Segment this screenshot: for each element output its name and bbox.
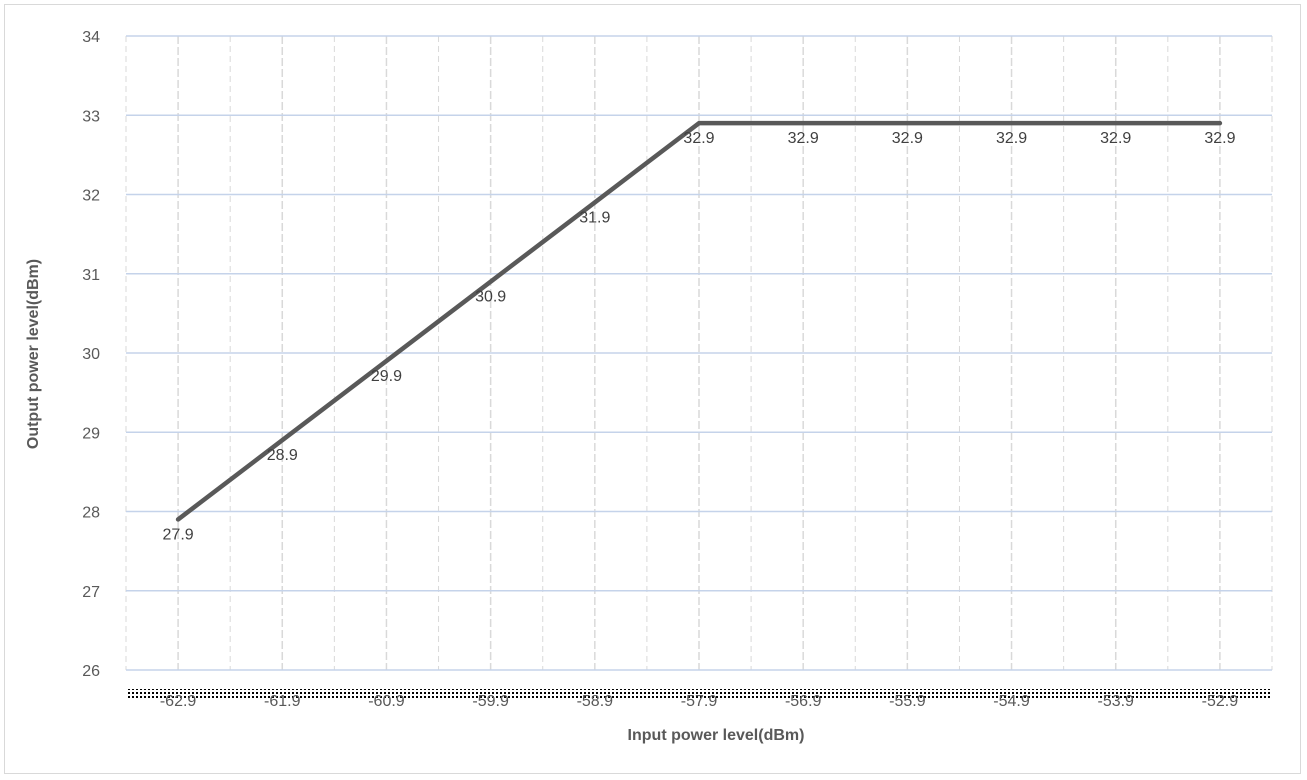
chart-frame bbox=[4, 4, 1301, 774]
data-label: 32.9 bbox=[788, 130, 819, 147]
data-labels: 27.9 28.9 29.9 30.9 31.9 32.9 32.9 32.9 32.9 32.9… bbox=[163, 130, 1236, 543]
y-tick-label: 30 bbox=[82, 346, 100, 363]
y-tick-label: 33 bbox=[82, 108, 100, 125]
x-tick-label: -52.9 bbox=[1202, 693, 1239, 710]
data-label: 32.9 bbox=[1100, 130, 1131, 147]
x-tick-label: -62.9 bbox=[160, 693, 197, 710]
y-axis-title: Output power level(dBm) bbox=[25, 259, 42, 449]
data-label: 32.9 bbox=[683, 130, 714, 147]
data-label: 28.9 bbox=[267, 447, 298, 464]
x-tick-label: -54.9 bbox=[993, 693, 1030, 710]
data-label: 32.9 bbox=[892, 130, 923, 147]
x-tick-label: -55.9 bbox=[889, 693, 926, 710]
data-label: 30.9 bbox=[475, 289, 506, 306]
data-label: 27.9 bbox=[163, 526, 194, 543]
y-tick-label: 31 bbox=[82, 267, 100, 284]
x-tick-label: -53.9 bbox=[1097, 693, 1134, 710]
x-tick-label: -57.9 bbox=[681, 693, 718, 710]
data-label: 32.9 bbox=[1204, 130, 1235, 147]
x-tick-label: -59.9 bbox=[472, 693, 509, 710]
x-axis-tick-labels: -62.9 -61.9 -60.9 -59.9 -58.9 -57.9 -56.9 -55.9… bbox=[160, 693, 1238, 710]
data-label: 31.9 bbox=[579, 209, 610, 226]
series-output-power bbox=[175, 120, 1223, 522]
data-label: 29.9 bbox=[371, 368, 402, 385]
x-tick-label: -56.9 bbox=[785, 693, 822, 710]
y-tick-label: 34 bbox=[82, 29, 100, 46]
vertical-gridlines bbox=[125, 36, 1273, 670]
x-tick-label: -58.9 bbox=[577, 693, 614, 710]
y-tick-label: 29 bbox=[82, 425, 100, 442]
y-tick-label: 27 bbox=[82, 584, 100, 601]
y-tick-label: 26 bbox=[82, 663, 100, 680]
x-tick-label: -61.9 bbox=[264, 693, 301, 710]
x-axis-title: Input power level(dBm) bbox=[628, 727, 805, 744]
horizontal-gridlines bbox=[126, 35, 1272, 671]
y-axis-tick-labels: 26 27 28 29 30 31 32 33 34 bbox=[82, 29, 100, 680]
dotted-baseline-band bbox=[126, 689, 1272, 699]
x-tick-label: -60.9 bbox=[368, 693, 405, 710]
y-tick-label: 28 bbox=[82, 505, 100, 522]
data-label: 32.9 bbox=[996, 130, 1027, 147]
y-tick-label: 32 bbox=[82, 188, 100, 205]
